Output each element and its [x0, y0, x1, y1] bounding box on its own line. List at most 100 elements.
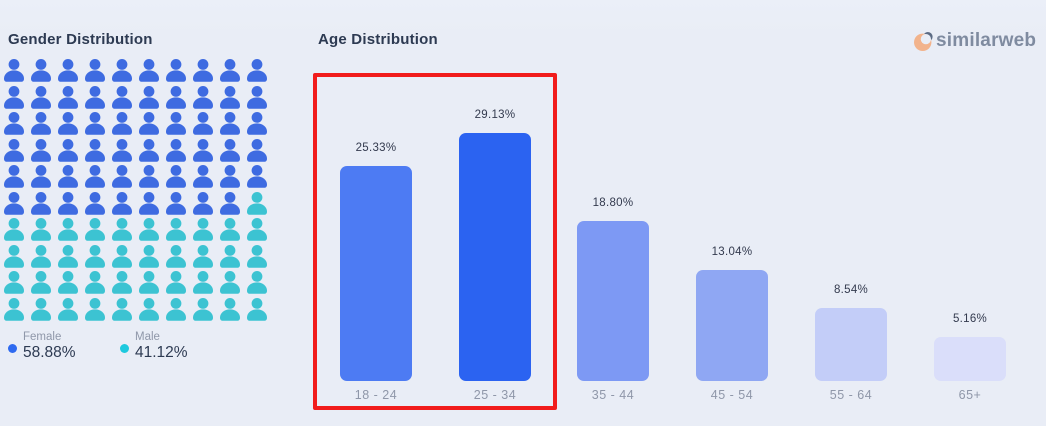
person-icon — [139, 218, 159, 241]
bar-45-54[interactable] — [696, 270, 768, 381]
person-icon — [31, 59, 51, 82]
person-icon — [166, 244, 186, 268]
person-icon — [193, 59, 213, 82]
person-icon — [112, 85, 132, 109]
person-icon — [4, 191, 24, 215]
person-icon — [112, 244, 132, 268]
person-icon — [220, 85, 240, 109]
person-icon — [112, 218, 132, 241]
person-icon — [193, 297, 213, 321]
person-icon — [220, 59, 240, 82]
person-icon — [112, 138, 132, 162]
person-icon — [193, 244, 213, 268]
person-icon — [166, 59, 186, 82]
person-icon — [112, 191, 132, 215]
person-icon — [166, 297, 186, 321]
person-icon — [4, 297, 24, 321]
person-icon — [193, 85, 213, 109]
person-icon — [139, 191, 159, 215]
x-axis-label: 65+ — [958, 388, 982, 402]
male-legend-value: 41.12% — [135, 344, 188, 361]
person-icon — [58, 271, 78, 294]
bar-18-24[interactable] — [340, 166, 412, 381]
person-icon — [58, 85, 78, 109]
person-icon — [247, 165, 267, 188]
person-icon — [4, 271, 24, 294]
age-distribution-title: Age Distribution — [318, 31, 438, 48]
bar-value-label: 25.33% — [355, 142, 397, 154]
person-icon — [112, 165, 132, 188]
x-axis-label: 25 - 34 — [473, 388, 517, 402]
person-icon — [85, 191, 105, 215]
person-icon — [4, 218, 24, 241]
person-icon — [220, 271, 240, 294]
person-icon — [58, 165, 78, 188]
person-icon — [139, 244, 159, 268]
person-icon — [58, 297, 78, 321]
person-icon — [112, 297, 132, 321]
similarweb-logo-text: similarweb — [936, 30, 1037, 51]
person-icon — [112, 112, 132, 135]
person-icon — [247, 271, 267, 294]
person-icon — [85, 218, 105, 241]
female-legend-label: Female — [23, 331, 62, 343]
person-icon — [139, 59, 159, 82]
person-icon — [166, 138, 186, 162]
bar-value-label: 8.54% — [833, 284, 869, 296]
x-axis-label: 35 - 44 — [591, 388, 635, 402]
person-icon — [31, 112, 51, 135]
person-icon — [193, 218, 213, 241]
person-icon — [247, 191, 267, 215]
x-axis-label: 55 - 64 — [829, 388, 873, 402]
person-icon — [139, 138, 159, 162]
gender-pictogram-grid — [4, 59, 267, 321]
person-icon — [247, 85, 267, 109]
person-icon — [85, 85, 105, 109]
person-icon — [31, 191, 51, 215]
person-icon — [139, 165, 159, 188]
person-icon — [85, 297, 105, 321]
bar-group: 25.33% — [317, 142, 435, 381]
person-icon — [139, 85, 159, 109]
male-legend-label: Male — [135, 331, 160, 343]
legend-female: Female 58.88% — [8, 330, 76, 362]
person-icon — [31, 297, 51, 321]
bar-value-label: 18.80% — [592, 197, 634, 209]
person-icon — [4, 138, 24, 162]
legend-male: Male 41.12% — [120, 330, 188, 362]
person-icon — [85, 165, 105, 188]
person-icon — [31, 138, 51, 162]
bar-65+[interactable] — [934, 337, 1006, 381]
person-icon — [247, 112, 267, 135]
female-legend-value: 58.88% — [23, 344, 76, 361]
person-icon — [31, 271, 51, 294]
person-icon — [166, 85, 186, 109]
person-icon — [85, 244, 105, 268]
person-icon — [166, 191, 186, 215]
person-icon — [166, 218, 186, 241]
person-icon — [85, 138, 105, 162]
bar-35-44[interactable] — [577, 221, 649, 381]
person-icon — [4, 59, 24, 82]
person-icon — [112, 59, 132, 82]
person-icon — [220, 138, 240, 162]
person-icon — [58, 112, 78, 135]
person-icon — [31, 244, 51, 268]
person-icon — [85, 271, 105, 294]
bar-group: 8.54% — [792, 284, 910, 381]
male-dot-icon — [120, 344, 129, 353]
person-icon — [247, 297, 267, 321]
bar-25-34[interactable] — [459, 133, 531, 381]
person-icon — [58, 191, 78, 215]
person-icon — [166, 112, 186, 135]
bar-value-label: 13.04% — [711, 246, 753, 258]
bar-group: 13.04% — [673, 246, 791, 381]
person-icon — [139, 112, 159, 135]
person-icon — [247, 59, 267, 82]
bar-group: 5.16% — [911, 313, 1029, 381]
person-icon — [193, 191, 213, 215]
bar-55-64[interactable] — [815, 308, 887, 381]
person-icon — [58, 218, 78, 241]
